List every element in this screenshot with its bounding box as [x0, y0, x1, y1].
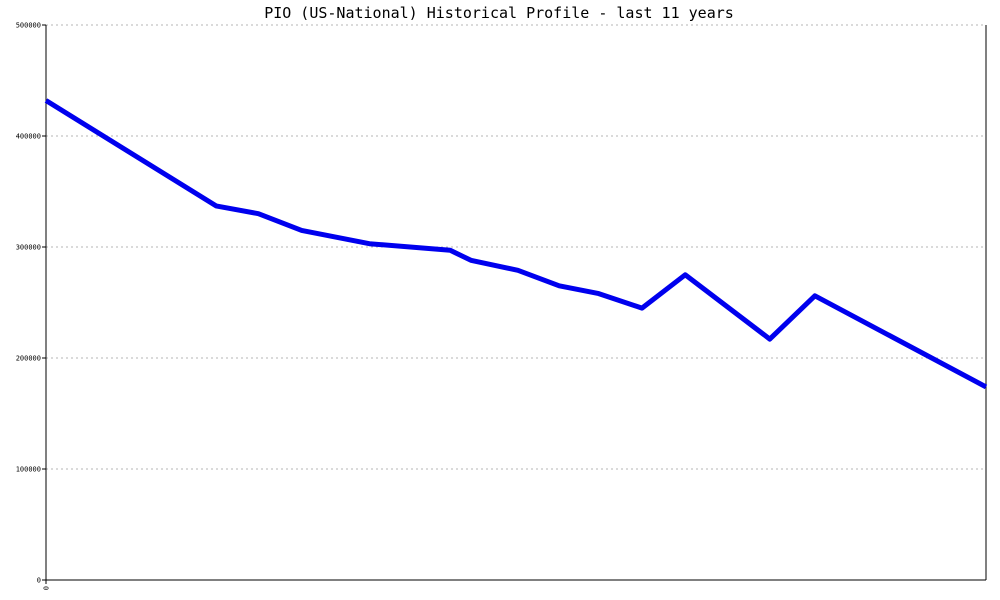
y-tick-label: 500000	[16, 22, 41, 30]
y-tick-label: 100000	[16, 466, 41, 474]
y-tick-label: 200000	[16, 355, 41, 363]
chart-title: PIO (US-National) Historical Profile - l…	[264, 4, 734, 22]
x-axis: 0	[43, 579, 986, 590]
x-tick-label: 0	[43, 586, 51, 590]
y-axis: 0 100000 200000 300000 400000 500000	[16, 22, 987, 585]
y-tick-label: 0	[37, 577, 41, 585]
y-tick-label: 400000	[16, 133, 41, 141]
series-line	[44, 98, 988, 390]
y-tick-label: 300000	[16, 244, 41, 252]
series-group	[44, 98, 988, 390]
gridlines	[46, 24, 986, 470]
